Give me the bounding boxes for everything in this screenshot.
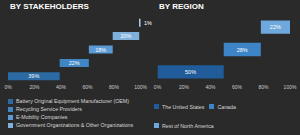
svg-text:40%: 40% [205,84,216,90]
html-text:The United States: The United States [162,103,205,110]
svg-text:20%: 20% [30,84,41,90]
html-text:Rest of North America: Rest of North America [162,122,214,129]
html-text:Recycling Service Providers: Recycling Service Providers [16,106,82,112]
svg-text:18%: 18% [95,47,106,53]
svg-text:BY REGION: BY REGION [159,2,204,11]
html-text:E-Mobility Companies: E-Mobility Companies [16,114,68,120]
svg-text:40%: 40% [56,84,67,90]
html-text:Government Organizations & Oth: Government Organizations & Other Organiz… [16,122,134,128]
svg-text:28%: 28% [237,47,248,53]
svg-text:60%: 60% [83,84,94,90]
svg-text:80%: 80% [109,84,120,90]
html-text:Battery Original Equipment Man: Battery Original Equipment Manufacturer … [16,98,129,104]
svg-text:22%: 22% [270,24,281,30]
svg-text:60%: 60% [232,84,243,90]
html-text:Canada: Canada [217,103,236,110]
svg-text:80%: 80% [258,84,269,90]
svg-text:100%: 100% [284,84,297,90]
svg-text:0%: 0% [4,84,12,90]
svg-text:20%: 20% [179,84,190,90]
svg-text:100%: 100% [134,84,147,90]
svg-text:22%: 22% [69,60,80,66]
svg-text:1%: 1% [144,20,152,26]
svg-text:BY STAKEHOLDERS: BY STAKEHOLDERS [10,2,89,11]
svg-text:50%: 50% [185,69,196,75]
svg-text:39%: 39% [28,73,39,79]
svg-text:20%: 20% [120,33,131,39]
svg-text:0%: 0% [154,84,162,90]
